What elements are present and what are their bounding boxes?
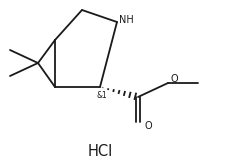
Text: HCl: HCl	[87, 144, 113, 159]
Text: &1: &1	[97, 91, 107, 99]
Text: O: O	[170, 74, 178, 84]
Text: NH: NH	[119, 15, 133, 25]
Text: O: O	[144, 121, 152, 131]
